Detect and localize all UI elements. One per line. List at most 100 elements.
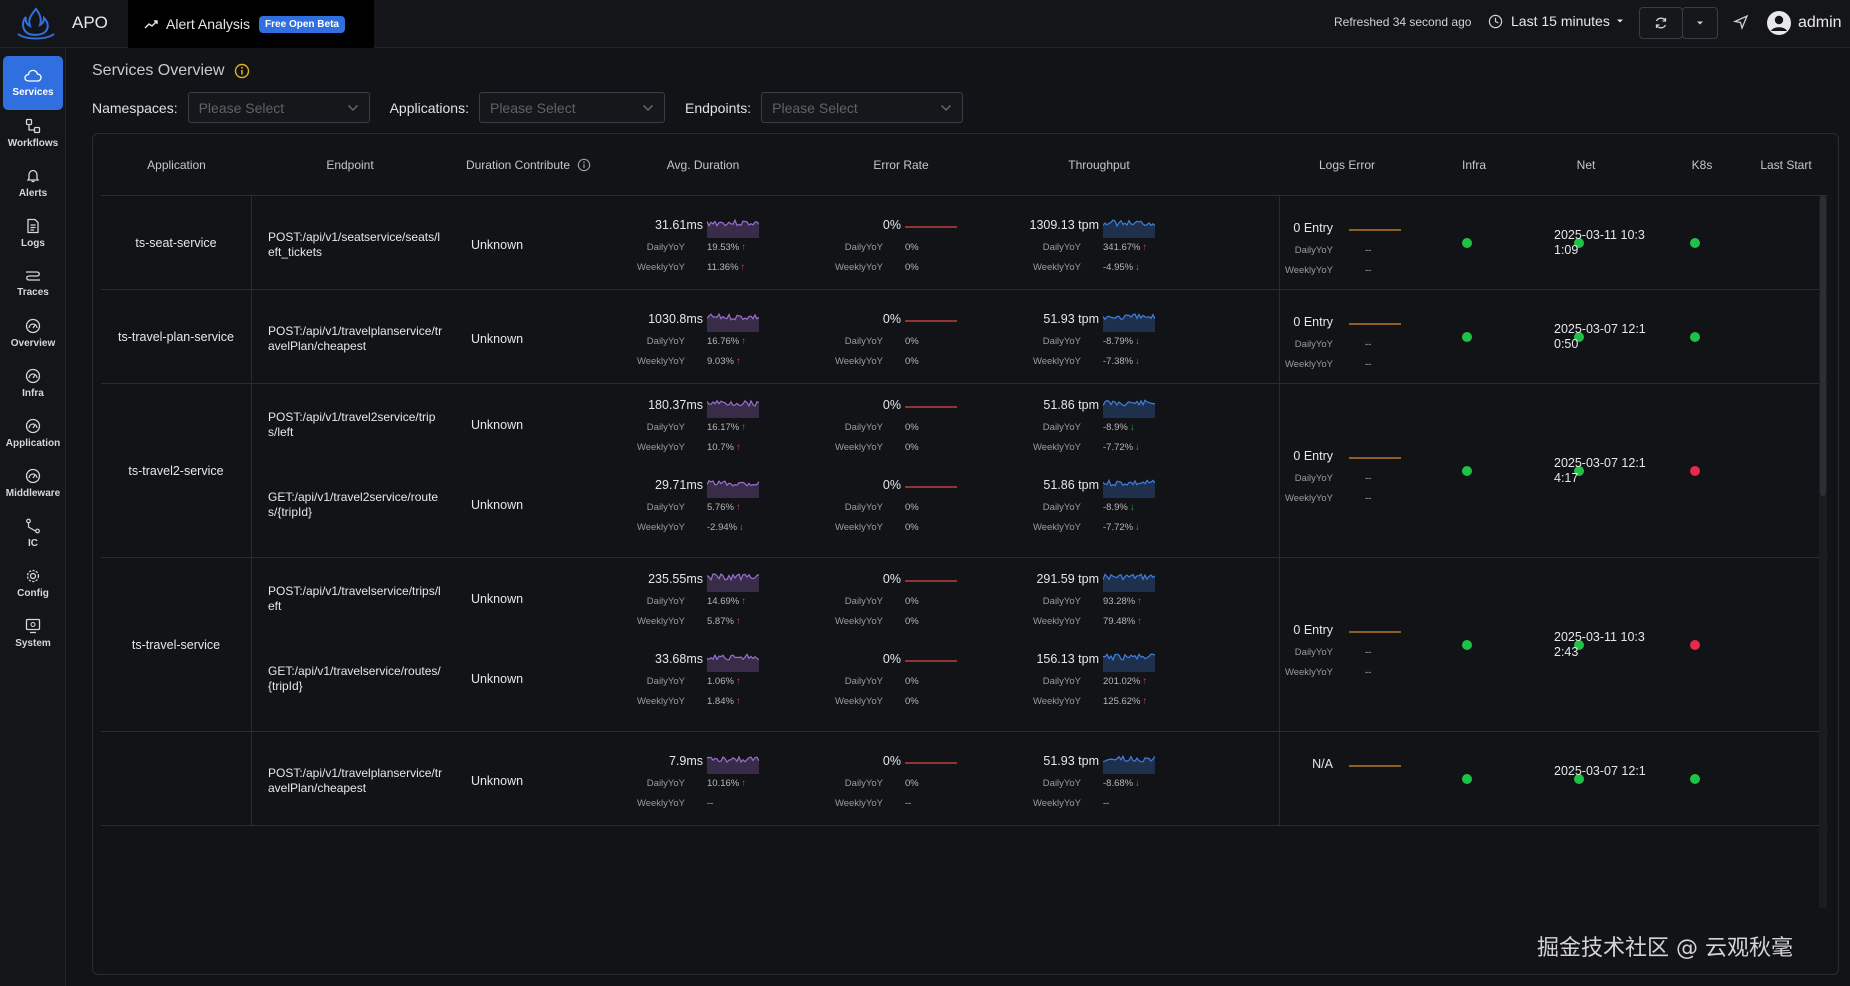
chevron-down-icon	[941, 104, 952, 111]
infra-status-dot	[1462, 332, 1472, 342]
throughput-sparkline	[1103, 399, 1155, 418]
endpoint-path[interactable]: POST:/api/v1/travelplanservice/travelPla…	[268, 766, 443, 795]
info-icon[interactable]	[577, 158, 591, 172]
table-row[interactable]: ts-travel-service POST:/api/v1/travelserv…	[101, 558, 1828, 732]
sidebar-item-services[interactable]: Services	[3, 56, 63, 110]
endpoints-select[interactable]: Please Select	[761, 92, 964, 123]
app-name: APO	[72, 13, 108, 32]
sparkline-line	[707, 312, 759, 321]
time-range-selector[interactable]: Last 15 minutes	[1488, 13, 1625, 29]
sidebar-item-config[interactable]: Config	[3, 556, 63, 610]
duration-cell: 235.55ms DailyYoY 14.69% ↑ WeeklyYoY 5.87% ↑	[603, 568, 803, 638]
endpoint-row[interactable]: POST:/api/v1/travel2service/trips/left Un…	[252, 388, 1281, 468]
endpoint-row[interactable]: POST:/api/v1/travelservice/trips/left Unk…	[252, 562, 1281, 642]
apo-logo-icon[interactable]	[14, 6, 58, 42]
throughput-cell: 51.93 tpm DailyYoY -8.79% ↓ WeeklyYoY -7.38% ↓	[999, 308, 1199, 378]
alert-analysis-tab[interactable]: Alert Analysis Free Open Beta	[128, 0, 374, 48]
dashboard-icon	[25, 318, 41, 333]
scrollbar-thumb[interactable]	[1820, 196, 1826, 496]
application-name[interactable]: ts-seat-service	[101, 196, 252, 290]
duration-cell: 1030.8ms DailyYoY 16.76% ↑ WeeklyYoY 9.03% ↑	[603, 308, 803, 378]
sidebar-item-application[interactable]: Application	[3, 406, 63, 460]
table-scrollbar[interactable]	[1819, 196, 1827, 908]
logs-daily-yoy-label: DailyYoY	[1294, 339, 1333, 350]
sparkline-line	[707, 479, 759, 487]
error-rate-line	[905, 580, 957, 582]
throughput-daily-yoy-label: DailyYoY	[1042, 676, 1081, 687]
endpoint-row[interactable]: POST:/api/v1/travelplanservice/travelPla…	[252, 290, 1281, 384]
throughput-cell: 51.86 tpm DailyYoY -8.9% ↓ WeeklyYoY -7.72% ↓	[999, 394, 1199, 464]
send-icon[interactable]	[1733, 14, 1749, 30]
endpoint-row[interactable]: POST:/api/v1/seatservice/seats/left_tick…	[252, 196, 1281, 290]
endpoint-path[interactable]: GET:/api/v1/travel2service/routes/{tripI…	[268, 490, 439, 519]
throughput-weekly-yoy-label: WeeklyYoY	[1032, 696, 1081, 707]
throughput-value: 51.86 tpm	[1043, 398, 1099, 412]
endpoint-path[interactable]: POST:/api/v1/travel2service/trips/left	[268, 410, 436, 439]
throughput-weekly-yoy-value: -7.72% ↓	[1103, 442, 1140, 453]
logs-weekly-yoy-value: --	[1365, 359, 1372, 370]
table-row[interactable]: ts-travel2-service POST:/api/v1/travel2se…	[101, 384, 1828, 558]
sidebar-item-ic[interactable]: IC	[3, 506, 63, 560]
endpoint-row[interactable]: GET:/api/v1/travel2service/routes/{tripI…	[252, 468, 1281, 548]
user-menu[interactable]: admin	[1766, 10, 1842, 36]
trend-icon	[144, 20, 158, 29]
error-cell: 0% DailyYoY 0% WeeklyYoY 0%	[801, 648, 1001, 718]
sidebar-item-alerts[interactable]: Alerts	[3, 156, 63, 210]
sidebar-item-middleware[interactable]: Middleware	[3, 456, 63, 510]
namespaces-label: Namespaces:	[92, 99, 178, 116]
logs-daily-yoy-value: --	[1365, 473, 1372, 484]
logs-weekly-yoy-label: WeeklyYoY	[1284, 265, 1333, 276]
logs-error-cell: 0 Entry DailyYoY -- WeeklyYoY --	[1281, 217, 1413, 287]
endpoint-path[interactable]: GET:/api/v1/travelservice/routes/{tripId…	[268, 664, 441, 693]
sparkline-area	[707, 654, 759, 672]
sparkline-area	[707, 314, 759, 332]
endpoint-path[interactable]: POST:/api/v1/travelplanservice/travelPla…	[268, 324, 443, 353]
applications-select[interactable]: Please Select	[478, 92, 665, 123]
table-row[interactable]: ts-travel-plan-service POST:/api/v1/trave…	[101, 290, 1828, 384]
sidebar-item-workflows[interactable]: Workflows	[3, 106, 63, 160]
table-row[interactable]: POST:/api/v1/travelplanservice/travelPla…	[101, 732, 1828, 826]
refresh-button[interactable]	[1639, 7, 1683, 39]
error-rate-line	[905, 660, 957, 662]
throughput-weekly-yoy-label: WeeklyYoY	[1032, 262, 1081, 273]
sidebar-item-logs[interactable]: Logs	[3, 206, 63, 260]
info-icon[interactable]	[234, 63, 250, 79]
table-row[interactable]: ts-seat-service POST:/api/v1/seatservice/…	[101, 196, 1828, 290]
duration-contribution: Unknown	[470, 418, 524, 432]
throughput-weekly-yoy-label: WeeklyYoY	[1032, 442, 1081, 453]
clock-icon	[1488, 14, 1503, 28]
sidebar-item-infra[interactable]: Infra	[3, 356, 63, 410]
col-throughput: Throughput	[1068, 158, 1130, 172]
application-name[interactable]: ts-travel-service	[101, 558, 252, 732]
throughput-daily-yoy-label: DailyYoY	[1042, 502, 1081, 513]
endpoint-path[interactable]: POST:/api/v1/travelservice/trips/left	[268, 584, 441, 613]
sidebar-item-system[interactable]: System	[3, 606, 63, 660]
namespaces-select[interactable]: Please Select	[187, 92, 370, 123]
throughput-daily-yoy-label: DailyYoY	[1042, 336, 1081, 347]
application-name[interactable]	[101, 732, 252, 826]
refresh-interval-dropdown[interactable]	[1682, 7, 1718, 39]
throughput-cell: 1309.13 tpm DailyYoY 341.67% ↑ WeeklyYoY -4.9…	[999, 214, 1199, 284]
duration-weekly-yoy-value: 11.36% ↑	[707, 262, 746, 273]
throughput-sparkline	[1103, 219, 1155, 238]
sidebar-item-traces[interactable]: Traces	[3, 256, 63, 310]
sparkline-line	[1103, 399, 1155, 407]
error-weekly-yoy-label: WeeklyYoY	[834, 696, 883, 707]
logs-error-line	[1349, 457, 1401, 459]
sidebar-item-label: Middleware	[5, 487, 61, 499]
endpoint-row[interactable]: POST:/api/v1/travelplanservice/travelPla…	[252, 732, 1281, 826]
endpoint-path[interactable]: POST:/api/v1/seatservice/seats/left_tick…	[268, 230, 441, 259]
gear-icon	[26, 569, 40, 582]
page-title-text: Services Overview	[92, 62, 225, 79]
throughput-value: 51.86 tpm	[1043, 478, 1099, 492]
sidebar-item-overview[interactable]: Overview	[3, 306, 63, 360]
arrow-up-icon: ↑	[741, 422, 746, 433]
application-name[interactable]: ts-travel-plan-service	[101, 290, 252, 384]
application-name[interactable]: ts-travel2-service	[101, 384, 252, 558]
logs-weekly-yoy-value: --	[1365, 493, 1372, 504]
endpoint-row[interactable]: GET:/api/v1/travelservice/routes/{tripId…	[252, 642, 1281, 722]
error-daily-yoy-label: DailyYoY	[844, 596, 883, 607]
sparkline-line	[707, 218, 759, 228]
throughput-weekly-yoy-label: WeeklyYoY	[1032, 522, 1081, 533]
error-rate-line	[905, 320, 957, 322]
